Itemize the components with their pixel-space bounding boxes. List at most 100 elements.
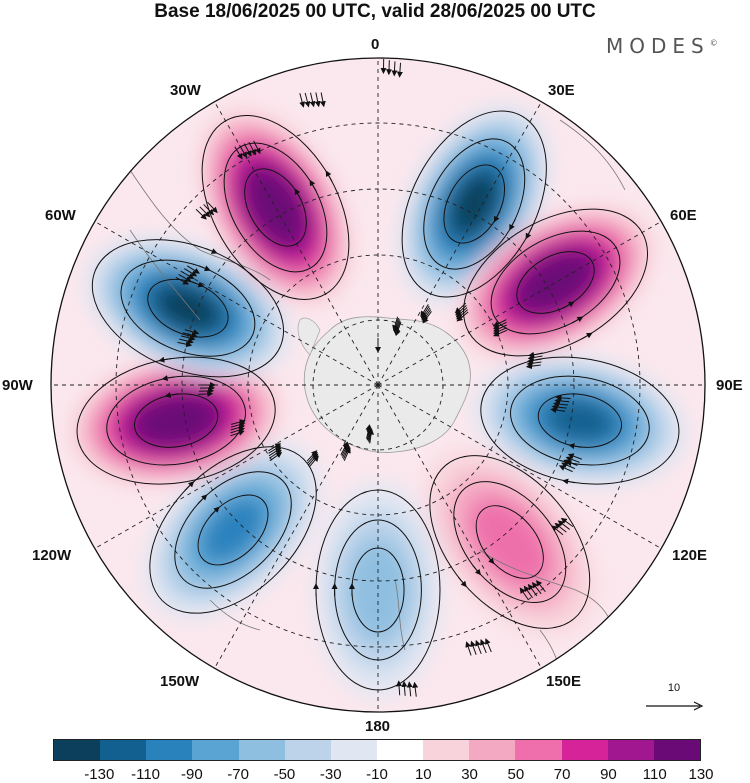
stream-arrow	[493, 210, 501, 223]
colorbar-cell	[54, 740, 101, 760]
colorbar-cell	[515, 740, 562, 760]
streamlines	[76, 59, 680, 697]
stream-arrow	[294, 188, 302, 200]
colorbar-cell	[607, 740, 654, 760]
flow-arrow	[554, 397, 570, 404]
flow-arrow	[304, 92, 311, 108]
flow-arrow	[179, 338, 194, 345]
colorbar-tick-label: 90	[600, 766, 617, 783]
flow-arrow	[554, 522, 567, 533]
meridian-line	[377, 384, 662, 549]
lon-label-30e: 30E	[548, 82, 575, 99]
anomaly-contour	[452, 175, 497, 233]
colorbar-tick-label: -30	[319, 766, 342, 783]
lon-label-150e: 150E	[546, 673, 582, 690]
colorbar-tick-label: -70	[227, 766, 249, 783]
lon-label-60w: 60W	[45, 207, 76, 224]
anomaly-contour	[145, 401, 207, 441]
map-title: Base 18/06/2025 00 UTC, valid 28/06/2025…	[154, 1, 596, 22]
flow-arrow	[178, 274, 192, 282]
flow-arrow	[239, 144, 248, 159]
flow-arrow	[475, 639, 482, 655]
stream-arrow	[485, 553, 495, 565]
flow-arrow	[231, 419, 246, 425]
flow-arrow	[182, 332, 198, 338]
colorbar-tick-label: -90	[181, 766, 203, 783]
lon-label-120w: 120W	[32, 547, 72, 564]
flow-arrow	[309, 92, 316, 108]
flow-arrow	[557, 520, 570, 530]
lon-label-30w: 30W	[170, 82, 201, 99]
flow-arrow	[561, 462, 576, 470]
colorbar-cell	[561, 740, 608, 760]
stream-arrow	[562, 478, 576, 485]
flow-arrow	[558, 465, 573, 473]
flow-arrow	[531, 582, 542, 595]
flow-arrow	[248, 141, 256, 156]
anomaly-contour	[527, 259, 585, 306]
stream-arrow	[563, 301, 575, 309]
flow-arrow	[207, 201, 218, 214]
flow-arrow	[253, 140, 261, 155]
colorbar-tick-label: 110	[642, 766, 667, 783]
brand-text: MODES	[606, 34, 710, 58]
flow-arrow	[186, 265, 200, 274]
stream-arrow	[205, 248, 218, 254]
colorbar-cell	[423, 740, 470, 760]
colorbar-tick-label: -110	[131, 766, 161, 783]
flow-arrow	[406, 681, 413, 697]
flow-arrow	[396, 680, 403, 696]
colorbar-tick-label: 30	[461, 766, 478, 783]
colorbar-tick-label: 10	[414, 766, 432, 783]
stream-arrow	[309, 179, 317, 192]
reference-vector-label: 10	[667, 682, 681, 694]
flow-arrow	[465, 641, 472, 656]
flow-arrow	[551, 525, 564, 536]
stream-arrow	[198, 265, 211, 272]
flow-arrow	[401, 680, 408, 696]
colorbar-tick-label: 50	[507, 766, 525, 783]
flow-arrow	[181, 271, 195, 279]
flow-arrow	[480, 639, 487, 654]
meridian-line	[377, 384, 542, 669]
modes-logo: MODES©	[606, 34, 718, 58]
flow-arrow	[299, 93, 306, 108]
flow-arrow	[412, 681, 419, 697]
flow-arrow	[243, 143, 252, 157]
lon-label-0: 0	[371, 36, 380, 53]
map-boundary	[50, 57, 706, 713]
anomaly-contour	[201, 498, 265, 562]
stream-arrow	[325, 170, 333, 182]
flow-arrow	[180, 335, 196, 341]
brand-mark: ©	[709, 38, 718, 48]
flow-arrow	[319, 92, 326, 108]
flow-arrow	[555, 394, 571, 401]
flow-arrow	[175, 277, 190, 285]
flow-arrow	[565, 456, 580, 463]
anomaly-blob	[315, 483, 441, 697]
flow-arrow	[396, 62, 403, 78]
flow-arrow	[365, 424, 372, 439]
flow-arrow	[560, 517, 574, 528]
stream-arrow	[581, 332, 593, 340]
flow-arrow	[177, 341, 193, 348]
anomaly-contour	[468, 496, 552, 588]
flow-arrow	[340, 441, 348, 455]
stream-arrow	[191, 281, 205, 288]
colorbar-cell	[238, 740, 285, 760]
flow-arrow	[314, 92, 321, 108]
colorbar-tick-label: -130	[84, 766, 115, 783]
lon-label-180: 180	[365, 718, 391, 735]
lon-label-60e: 60E	[670, 207, 697, 224]
flow-arrow	[470, 640, 477, 655]
flow-arrow	[519, 587, 529, 600]
flow-arrow	[550, 407, 566, 414]
flow-arrow	[391, 61, 398, 77]
flow-arrow	[527, 583, 538, 597]
stream-arrow	[568, 443, 582, 450]
colorbar-cell	[376, 740, 424, 760]
flow-arrow	[184, 329, 200, 335]
stream-arrow	[164, 392, 178, 399]
stream-arrow	[158, 356, 172, 363]
colorbar-tick-label: -50	[273, 766, 296, 783]
